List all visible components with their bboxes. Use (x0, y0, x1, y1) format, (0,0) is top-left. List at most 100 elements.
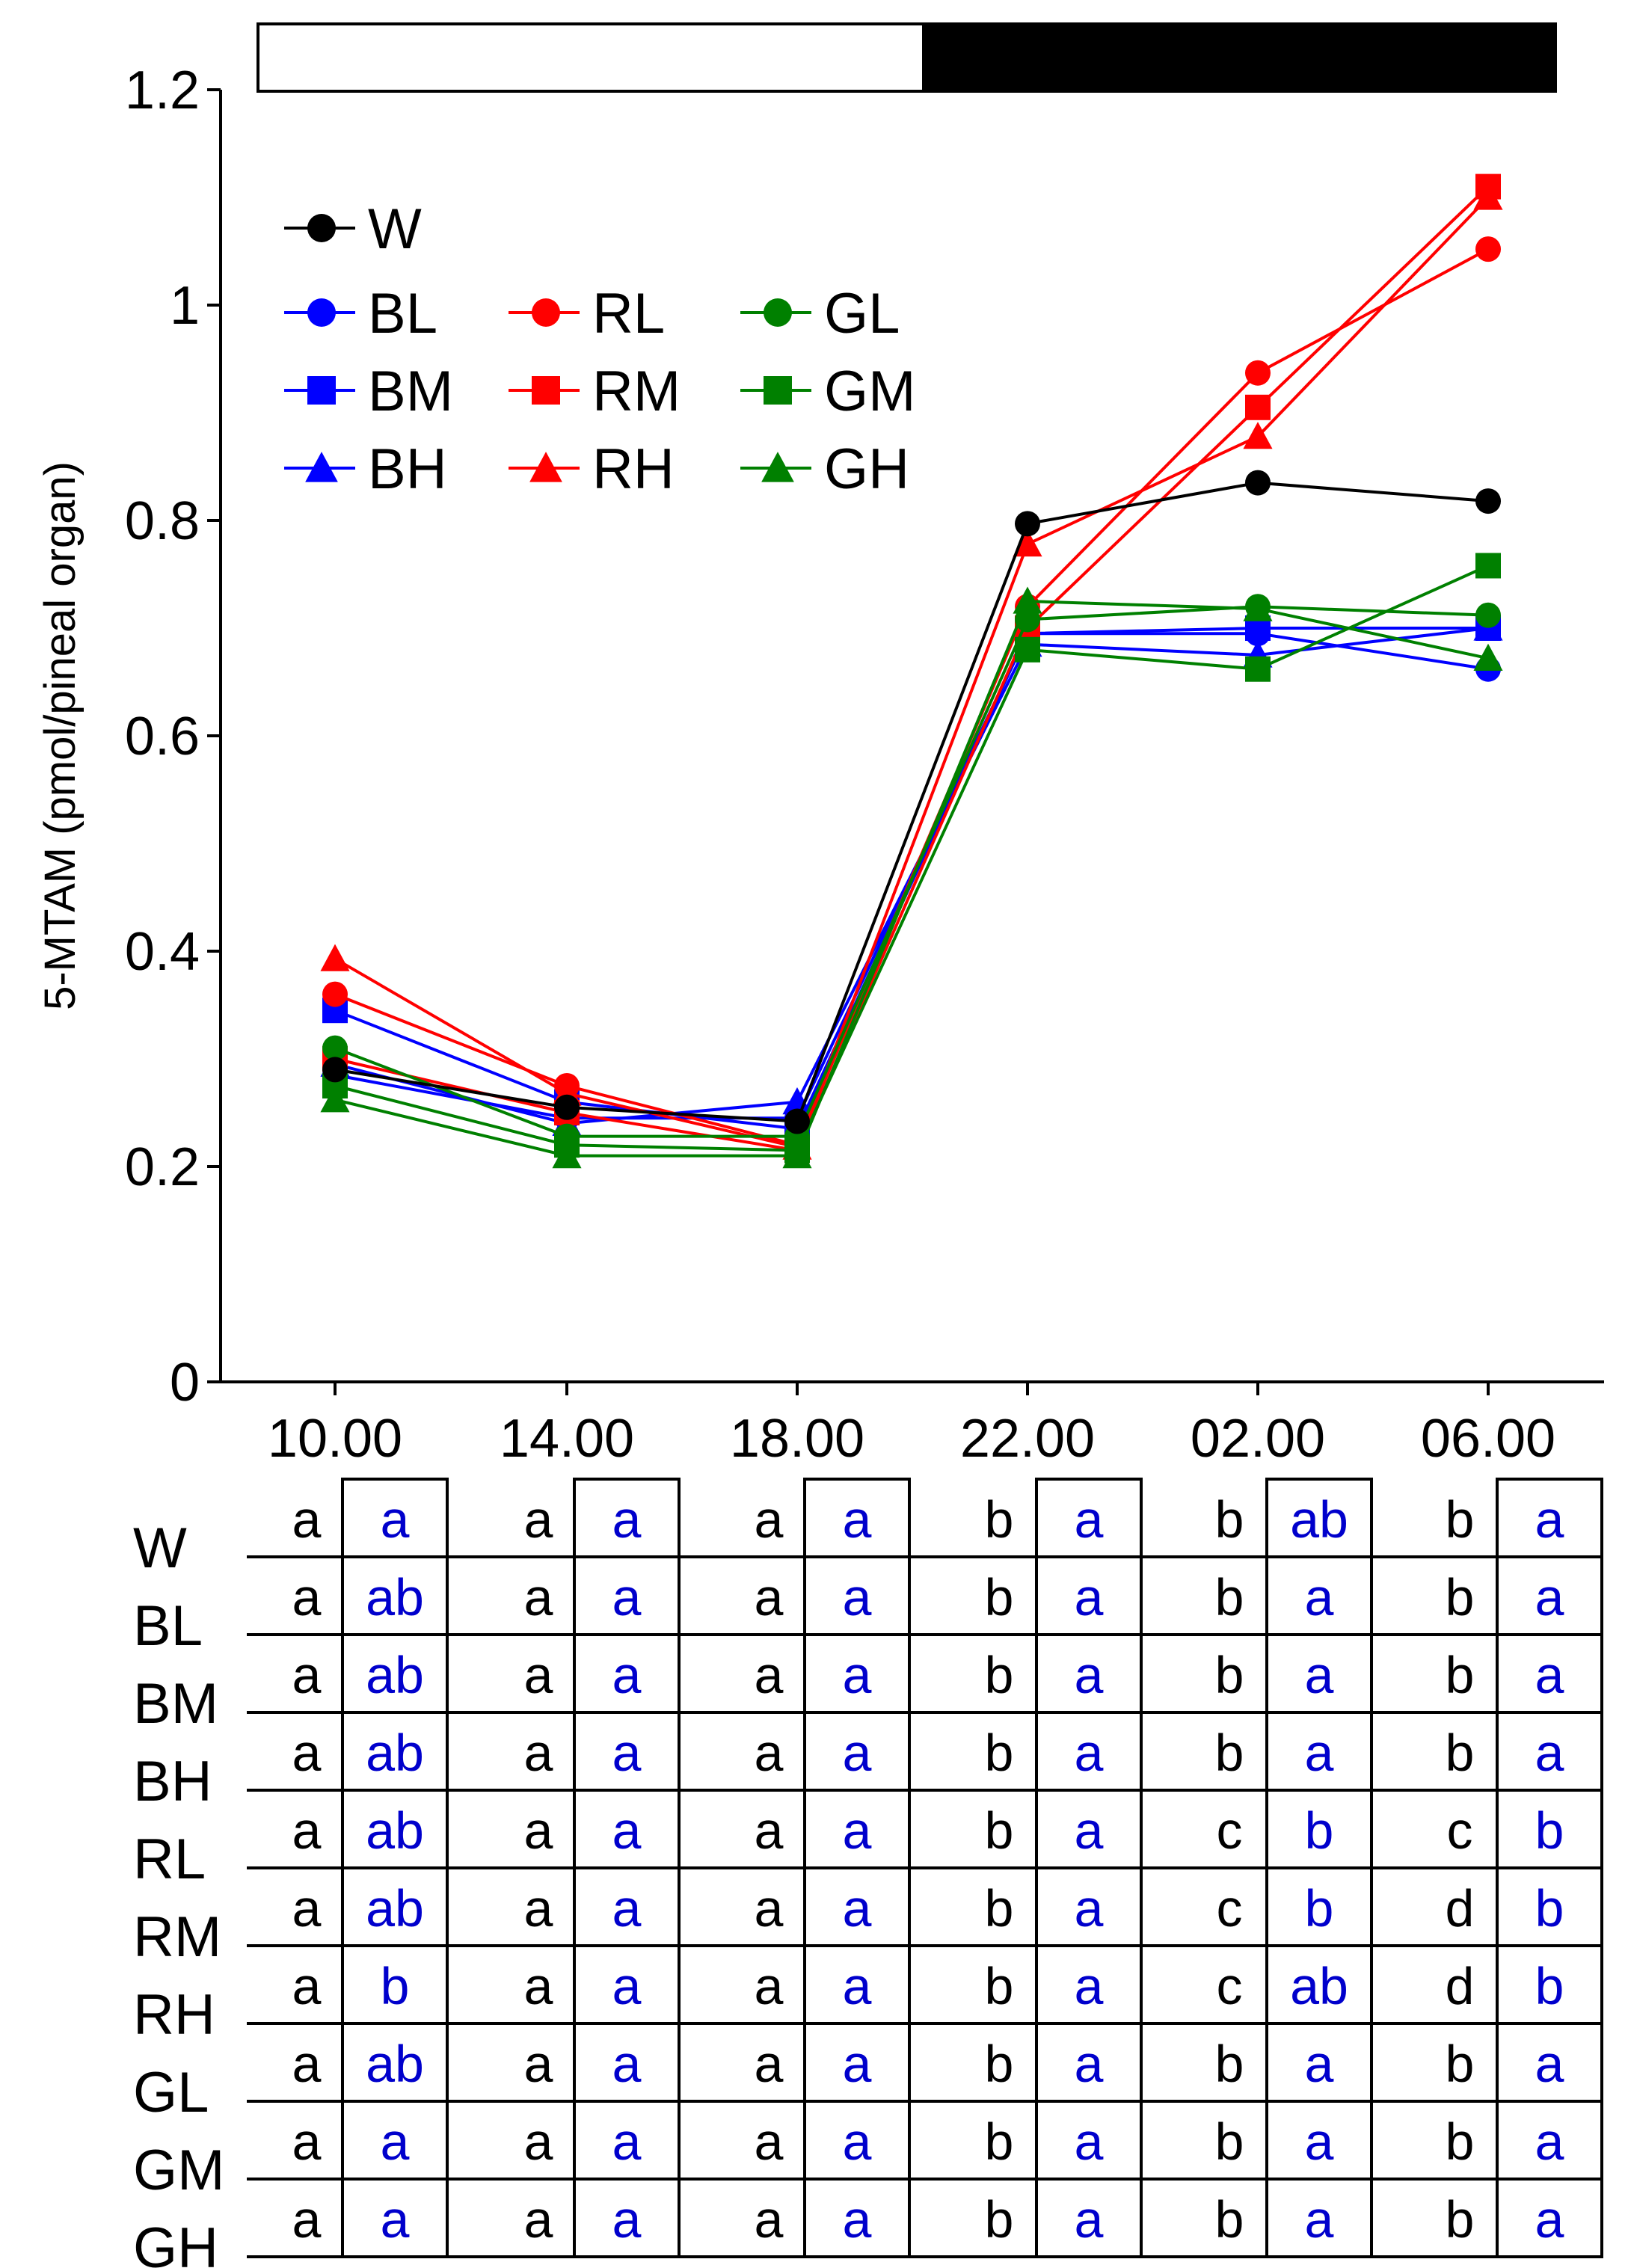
legend-marker (764, 376, 792, 405)
cell-letter-group: a (1075, 1568, 1104, 1626)
cell-letter-group: a (1535, 2035, 1564, 2093)
row-label: BH (133, 1750, 212, 1813)
cell-letter-group: a (612, 1724, 642, 1782)
data-point-gh (782, 1141, 812, 1169)
data-point-w (1015, 511, 1040, 537)
legend-item-gm: GM (740, 360, 915, 423)
cell-letter-group: a (843, 2112, 872, 2171)
legend-label: RL (592, 282, 665, 345)
x-tick-label: 22.00 (960, 1409, 1095, 1469)
cell-letter-time: b (985, 1490, 1014, 1549)
cell-letter-group: a (1535, 1646, 1564, 1704)
table-row-rl: RL a ab a a a a b a c b c b (133, 1801, 1564, 1891)
row-label: GH (133, 2216, 218, 2268)
data-point-gh (552, 1141, 582, 1169)
data-point-w (554, 1094, 580, 1120)
legend-label: BH (368, 437, 447, 501)
legend-label: RH (592, 437, 675, 501)
x-tick-label: 10.00 (268, 1409, 402, 1469)
data-point-rh (1473, 182, 1503, 210)
legend-item-w: W (284, 197, 422, 261)
cell-letter-group: a (1075, 1879, 1104, 1937)
row-label: RL (133, 1828, 206, 1891)
cell-letter-time: c (1447, 1801, 1473, 1860)
table-row-gh: GH a a a a a a b a b a b a (133, 2190, 1564, 2268)
series-gh (320, 586, 1503, 1169)
plot-area: 0 0.2 0.4 0.6 0.8 1 1.2 10.00 14.00 18.00 22.00 02.… (36, 22, 1604, 1469)
cell-letter-group: ab (1290, 1957, 1348, 2015)
cell-letter-group: a (1075, 1957, 1104, 2015)
data-point-gl (322, 1035, 348, 1061)
data-point-rh (1243, 422, 1273, 449)
cell-letter-group: a (1535, 1490, 1564, 1549)
light-phase-bar (257, 22, 925, 93)
cell-letter-group: a (1075, 2035, 1104, 2093)
cell-letter-group: b (1535, 1879, 1564, 1937)
cell-letter-time: b (985, 1957, 1014, 2015)
cell-letter-time: c (1217, 1879, 1243, 1937)
data-point-gm (1245, 656, 1271, 682)
data-point-bh (782, 1087, 812, 1115)
cell-letter-time: a (292, 1879, 322, 1937)
cell-letter-group: a (1535, 2112, 1564, 2171)
table-row-gl: GL a ab a a a a b a b a b a (133, 2035, 1564, 2124)
legend-item-rl: RL (509, 282, 665, 345)
cell-letter-time: b (1446, 1646, 1475, 1704)
data-point-rl (1475, 236, 1501, 262)
cell-letter-time: a (524, 1724, 553, 1782)
legend-marker (305, 452, 338, 482)
row-label: GL (133, 2061, 209, 2124)
legend-marker (307, 376, 336, 405)
cell-letter-time: b (1446, 1568, 1475, 1626)
table-row-gm: GM a a a a a a b a b a b a (133, 2112, 1564, 2202)
legend-label: W (368, 197, 422, 261)
cell-letter-time: b (985, 1879, 1014, 1937)
table-row-rm: RM a ab a a a a b a c b d b (133, 1879, 1564, 1969)
cell-letter-time: d (1446, 1957, 1475, 2015)
legend-item-rm: RM (509, 360, 681, 423)
series-line-rm (334, 185, 1490, 1152)
y-axis-title: 5-MTAM (pmol/pineal organ) (36, 461, 85, 1010)
cell-letter-time: a (755, 1490, 784, 1549)
cell-letter-group: a (1535, 1568, 1564, 1626)
data-point-w (784, 1108, 810, 1134)
cell-letter-time: a (755, 1879, 784, 1937)
legend-label: GH (824, 437, 909, 501)
cell-letter-time: b (985, 1568, 1014, 1626)
cell-letter-group: ab (366, 1646, 424, 1704)
series-line-w (334, 481, 1489, 1123)
data-point-gh (1013, 586, 1042, 614)
legend-marker (307, 298, 336, 327)
cell-letter-group: a (843, 1724, 872, 1782)
legend-marker (764, 298, 792, 327)
cell-letter-time: b (1446, 2035, 1475, 2093)
cell-letter-group: ab (366, 1801, 424, 1860)
cell-letter-group: a (612, 1801, 642, 1860)
table-row-bl: BL a ab a a a a b a b a b a (133, 1568, 1564, 1658)
legend-marker (307, 214, 336, 242)
table-row-rh: RH a b a a a a b a c ab d b (133, 1957, 1564, 2047)
cell-letter-time: a (524, 2035, 553, 2093)
y-tick-label: 0.6 (125, 707, 200, 766)
cell-letter-time: b (985, 1801, 1014, 1860)
cell-letter-group: b (1305, 1879, 1334, 1937)
data-point-rl (322, 981, 348, 1007)
cell-letter-time: a (755, 1568, 784, 1626)
series-rm (322, 173, 1501, 1164)
cell-letter-group: ab (366, 2035, 424, 2093)
cell-letter-group: ab (366, 1724, 424, 1782)
data-point-gh (320, 1085, 350, 1113)
cell-letter-time: a (292, 1724, 322, 1782)
cell-letter-time: a (292, 1490, 322, 1549)
cell-letter-time: b (985, 1646, 1014, 1704)
cell-letter-group: a (1535, 1724, 1564, 1782)
series-rh (320, 182, 1503, 1160)
cell-letter-group: a (612, 1646, 642, 1704)
data-point-w (322, 1057, 348, 1083)
cell-letter-group: b (381, 1957, 410, 2015)
cell-letter-group: ab (366, 1568, 424, 1626)
cell-letter-group: a (843, 1957, 872, 2015)
cell-letter-time: b (1446, 1724, 1475, 1782)
